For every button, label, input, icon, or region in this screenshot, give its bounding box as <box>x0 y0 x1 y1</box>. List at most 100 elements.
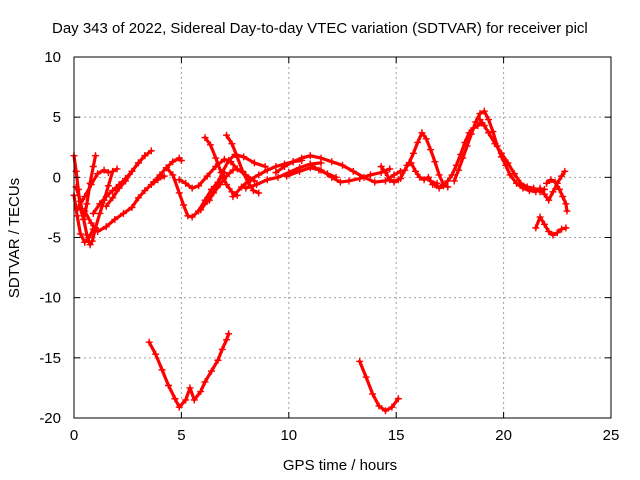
data-point <box>381 169 389 177</box>
data-point <box>547 176 555 184</box>
data-point <box>147 147 155 155</box>
data-point <box>555 185 563 193</box>
data-point <box>435 184 443 192</box>
data-point <box>480 122 488 130</box>
data-point <box>81 193 89 201</box>
data-point <box>323 170 331 178</box>
data-point <box>229 166 237 174</box>
data-point <box>180 201 188 209</box>
data-point <box>559 193 567 201</box>
data-point <box>317 154 325 162</box>
data-point <box>201 134 209 142</box>
data-point <box>504 159 512 167</box>
series-line <box>452 109 538 194</box>
data-point <box>386 176 394 184</box>
data-point <box>549 231 557 239</box>
data-point <box>420 176 428 184</box>
data-point <box>91 152 99 160</box>
data-point <box>212 184 220 192</box>
data-point <box>409 149 417 157</box>
y-tick-label: -15 <box>39 350 61 367</box>
data-point <box>218 345 226 353</box>
data-point <box>158 366 166 374</box>
data-point <box>81 238 89 246</box>
data-point <box>109 187 117 195</box>
data-point <box>540 190 548 198</box>
data-point <box>205 196 213 204</box>
data-point <box>145 338 153 346</box>
data-point <box>233 153 241 161</box>
data-point <box>332 173 340 181</box>
data-point <box>165 382 173 390</box>
series-track-14 <box>223 131 263 197</box>
data-point <box>102 193 110 201</box>
data-point <box>362 373 370 381</box>
data-point <box>223 131 231 139</box>
data-point <box>366 171 374 179</box>
data-point <box>184 212 192 220</box>
data-point <box>239 167 247 175</box>
data-point <box>407 159 415 167</box>
data-point <box>212 154 220 162</box>
data-point <box>238 183 246 191</box>
series-track-25 <box>476 116 548 196</box>
data-point <box>89 163 97 171</box>
data-point <box>427 177 435 185</box>
data-point <box>104 182 112 190</box>
series-track-07 <box>102 147 155 210</box>
data-point <box>255 189 263 197</box>
data-point <box>182 179 190 187</box>
data-point <box>149 178 157 186</box>
y-tick-label: 0 <box>53 169 61 186</box>
grid <box>74 57 611 418</box>
data-point <box>160 172 168 180</box>
data-point <box>386 165 394 173</box>
y-tick-label: -10 <box>39 290 61 307</box>
data-point <box>339 161 346 169</box>
data-point <box>188 184 196 192</box>
series-track-27 <box>543 176 571 215</box>
data-point <box>431 181 439 189</box>
data-point <box>558 172 566 180</box>
series-line <box>147 332 231 409</box>
data-point <box>249 187 257 195</box>
data-point <box>485 129 493 137</box>
data-point <box>89 209 97 217</box>
x-tick-label: 15 <box>388 427 405 444</box>
data-point <box>102 223 110 231</box>
series-line <box>83 174 166 234</box>
data-point <box>171 395 179 403</box>
data-point <box>207 367 215 375</box>
series-track-24 <box>450 107 540 196</box>
data-point <box>188 213 196 221</box>
data-point <box>263 166 271 174</box>
data-point <box>229 193 237 201</box>
data-point <box>255 171 263 179</box>
data-point <box>96 209 104 217</box>
data-point <box>109 194 117 202</box>
data-point <box>517 179 525 187</box>
series-line <box>478 117 547 194</box>
data-point <box>88 237 96 245</box>
data-point <box>175 189 183 197</box>
data-point <box>540 220 548 228</box>
data-point <box>306 152 314 160</box>
data-point <box>102 202 110 210</box>
data-point <box>283 172 291 180</box>
data-point <box>545 196 553 204</box>
data-point <box>298 154 306 162</box>
data-point <box>225 156 233 164</box>
data-point <box>345 177 353 185</box>
data-point <box>381 407 389 415</box>
data-point <box>394 395 402 403</box>
data-point <box>242 184 250 192</box>
series-track-04 <box>74 166 112 211</box>
series-track-30 <box>356 357 402 415</box>
data-point <box>169 158 177 166</box>
data-point <box>485 116 493 124</box>
data-point <box>553 229 561 237</box>
data-point <box>76 230 84 238</box>
data-point <box>134 194 142 202</box>
data-point <box>435 171 443 179</box>
data-point <box>390 171 398 179</box>
